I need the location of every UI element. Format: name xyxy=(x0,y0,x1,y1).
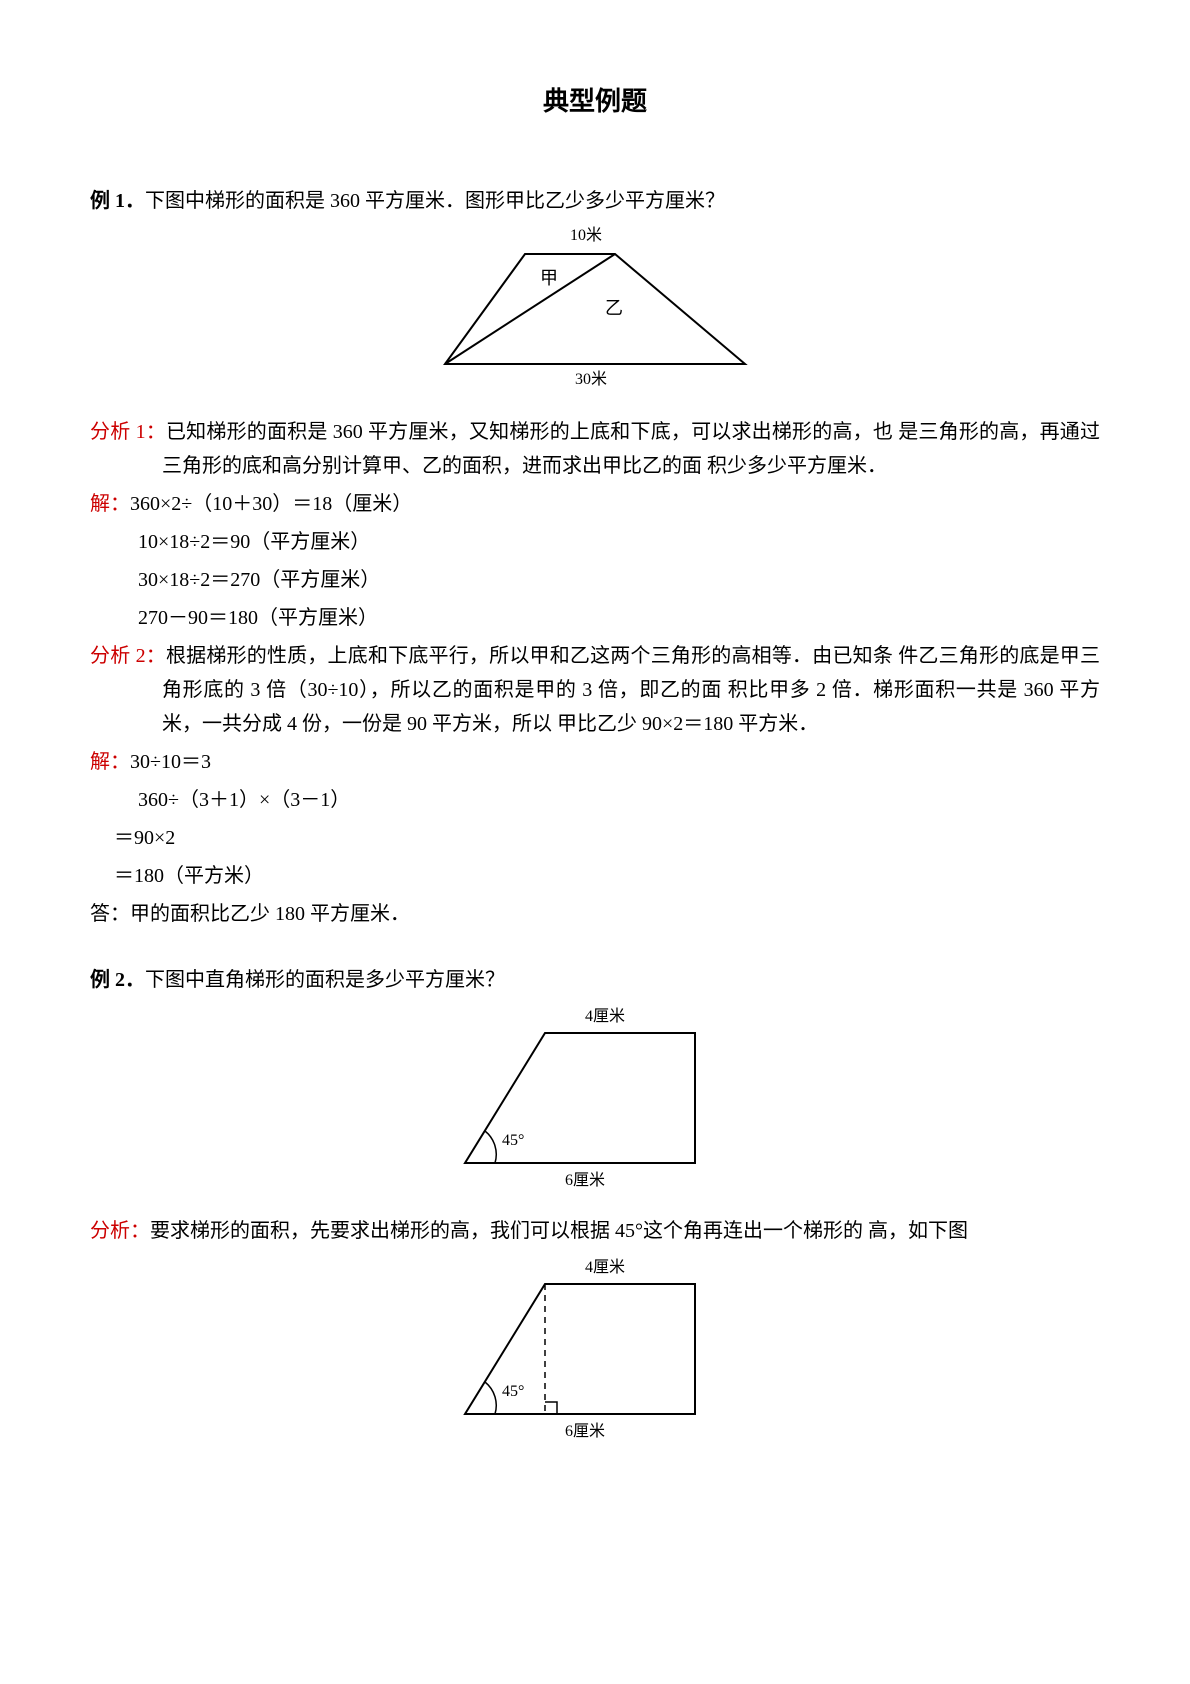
ex1-top-label: 10米 xyxy=(570,226,602,244)
ex2-f1-top-label: 4厘米 xyxy=(585,1007,625,1025)
ex2-prompt-label: 例 2． xyxy=(90,969,145,991)
ex2-f2-top-label: 4厘米 xyxy=(585,1258,625,1276)
angle-arc-icon xyxy=(485,1131,496,1163)
ex1-analysis1-text: 已知梯形的面积是 360 平方厘米，又知梯形的上底和下底，可以求出梯形的高，也 … xyxy=(162,421,1100,477)
ex1-sol1-label: 解： xyxy=(90,493,130,515)
ex1-sol2-label: 解： xyxy=(90,751,130,773)
region-b-label: 乙 xyxy=(605,298,623,318)
ex1-prompt-text: 下图中梯形的面积是 360 平方厘米．图形甲比乙少多少平方厘米？ xyxy=(145,190,725,212)
ex2-figure2: 4厘米 45° 6厘米 xyxy=(90,1254,1100,1455)
ex1-bottom-label: 30米 xyxy=(575,370,607,388)
ex1-sol2-line3: ＝90×2 xyxy=(90,821,1100,855)
ex1-sol1-line3: 30×18÷2＝270（平方厘米） xyxy=(90,563,1100,597)
ex2-analysis: 分析：要求梯形的面积，先要求出梯形的高，我们可以根据 45°这个角再连出一个梯形… xyxy=(90,1214,1100,1248)
right-angle-icon xyxy=(545,1402,557,1414)
ex2-trapezoid-shape xyxy=(465,1033,695,1163)
region-a-label: 甲 xyxy=(540,268,558,288)
ex1-sol2-line1: 解：30÷10＝3 xyxy=(90,745,1100,779)
ex2-prompt: 例 2．下图中直角梯形的面积是多少平方厘米？ xyxy=(90,963,1100,997)
angle-arc-icon-2 xyxy=(485,1382,496,1414)
ex1-prompt-label: 例 1． xyxy=(90,190,145,212)
ex2-f1-bottom-label: 6厘米 xyxy=(565,1171,605,1189)
ex1-figure: 10米 甲 乙 30米 xyxy=(90,224,1100,405)
ex1-answer: 答：甲的面积比乙少 180 平方厘米． xyxy=(90,897,1100,931)
ex2-figure1: 4厘米 45° 6厘米 xyxy=(90,1003,1100,1204)
ex2-f2-trapezoid-shape xyxy=(465,1284,695,1414)
ex2-f2-angle-label: 45° xyxy=(502,1383,524,1400)
ex2-f1-angle-label: 45° xyxy=(502,1132,524,1149)
ex1-analysis2: 分析 2：根据梯形的性质，上底和下底平行，所以甲和乙这两个三角形的高相等．由已知… xyxy=(90,639,1100,741)
ex1-analysis2-label: 分析 2： xyxy=(90,645,166,667)
ex1-sol1-line2: 10×18÷2＝90（平方厘米） xyxy=(90,525,1100,559)
ex1-sol1-line1: 解：360×2÷（10＋30）＝18（厘米） xyxy=(90,487,1100,521)
ex1-analysis2-text: 根据梯形的性质，上底和下底平行，所以甲和乙这两个三角形的高相等．由已知条 件乙三… xyxy=(162,645,1100,735)
ex2-f2-bottom-label: 6厘米 xyxy=(565,1422,605,1440)
ex1-analysis1-label: 分析 1： xyxy=(90,421,166,443)
ex1-sol1-line4: 270－90＝180（平方厘米） xyxy=(90,601,1100,635)
ex1-prompt: 例 1．下图中梯形的面积是 360 平方厘米．图形甲比乙少多少平方厘米？ xyxy=(90,184,1100,218)
ex1-sol2-line4: ＝180（平方米） xyxy=(90,859,1100,893)
ex2-analysis-label: 分析： xyxy=(90,1220,150,1242)
ex1-sol2-line2: 360÷（3＋1）×（3－1） xyxy=(90,783,1100,817)
diagonal-line xyxy=(445,254,615,364)
ex2-prompt-text: 下图中直角梯形的面积是多少平方厘米？ xyxy=(145,969,505,991)
trapezoid-shape xyxy=(445,254,745,364)
page-title: 典型例题 xyxy=(90,80,1100,124)
ex1-analysis1: 分析 1：已知梯形的面积是 360 平方厘米，又知梯形的上底和下底，可以求出梯形… xyxy=(90,415,1100,483)
ex2-analysis-text: 要求梯形的面积，先要求出梯形的高，我们可以根据 45°这个角再连出一个梯形的 高… xyxy=(150,1220,968,1242)
